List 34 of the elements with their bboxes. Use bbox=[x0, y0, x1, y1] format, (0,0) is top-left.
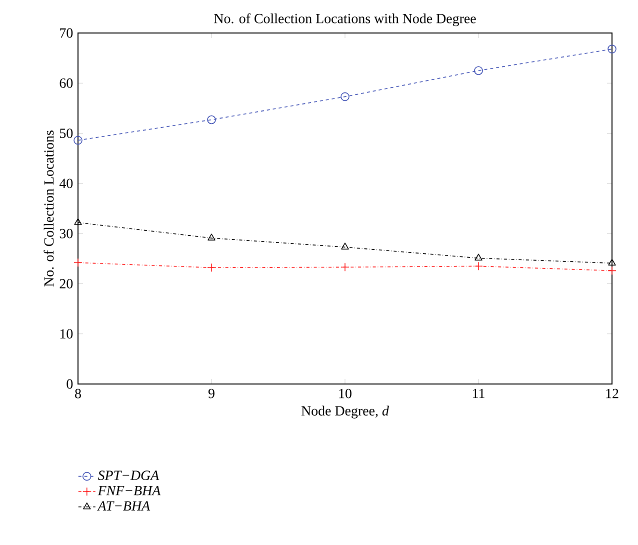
y-tick-label: 50 bbox=[60, 128, 73, 138]
y-tick-label: 30 bbox=[60, 228, 73, 238]
point bbox=[608, 44, 616, 54]
x-tick-label: 10 bbox=[339, 388, 352, 398]
x-tick-label: 9 bbox=[208, 388, 214, 398]
chart-title: No. of Collection Locations with Node Degree bbox=[214, 13, 476, 26]
point bbox=[608, 258, 616, 266]
point bbox=[340, 262, 350, 272]
legend-label: SPT−DGA bbox=[98, 470, 160, 480]
y-tick-label: 0 bbox=[66, 379, 73, 389]
x-tick-label: 11 bbox=[473, 388, 484, 398]
x-axis-title: Node Degree, d bbox=[301, 406, 389, 418]
point bbox=[74, 258, 82, 268]
point bbox=[74, 218, 82, 225]
point bbox=[608, 266, 616, 276]
x-tick-label: 8 bbox=[75, 388, 81, 398]
point bbox=[474, 254, 482, 261]
point bbox=[474, 66, 483, 76]
y-tick-label: 70 bbox=[60, 28, 73, 38]
point bbox=[341, 242, 349, 250]
point bbox=[474, 262, 483, 271]
legend-label: AT−BHA bbox=[97, 501, 150, 511]
y-axis-title: No. of Collection Locations bbox=[44, 130, 54, 287]
legend-label: FNF−BHA bbox=[98, 486, 161, 496]
y-tick-label: 40 bbox=[59, 178, 73, 188]
point bbox=[207, 115, 216, 124]
point bbox=[74, 136, 82, 145]
point bbox=[207, 263, 216, 272]
y-tick-label: 10 bbox=[60, 329, 73, 339]
y-tick-label: 60 bbox=[60, 78, 73, 88]
x-tick-label: 12 bbox=[606, 388, 618, 398]
point bbox=[208, 234, 216, 240]
y-tick-label: 20 bbox=[60, 278, 73, 288]
point bbox=[340, 92, 350, 102]
